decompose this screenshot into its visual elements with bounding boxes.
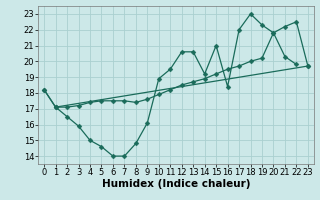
X-axis label: Humidex (Indice chaleur): Humidex (Indice chaleur): [102, 179, 250, 189]
